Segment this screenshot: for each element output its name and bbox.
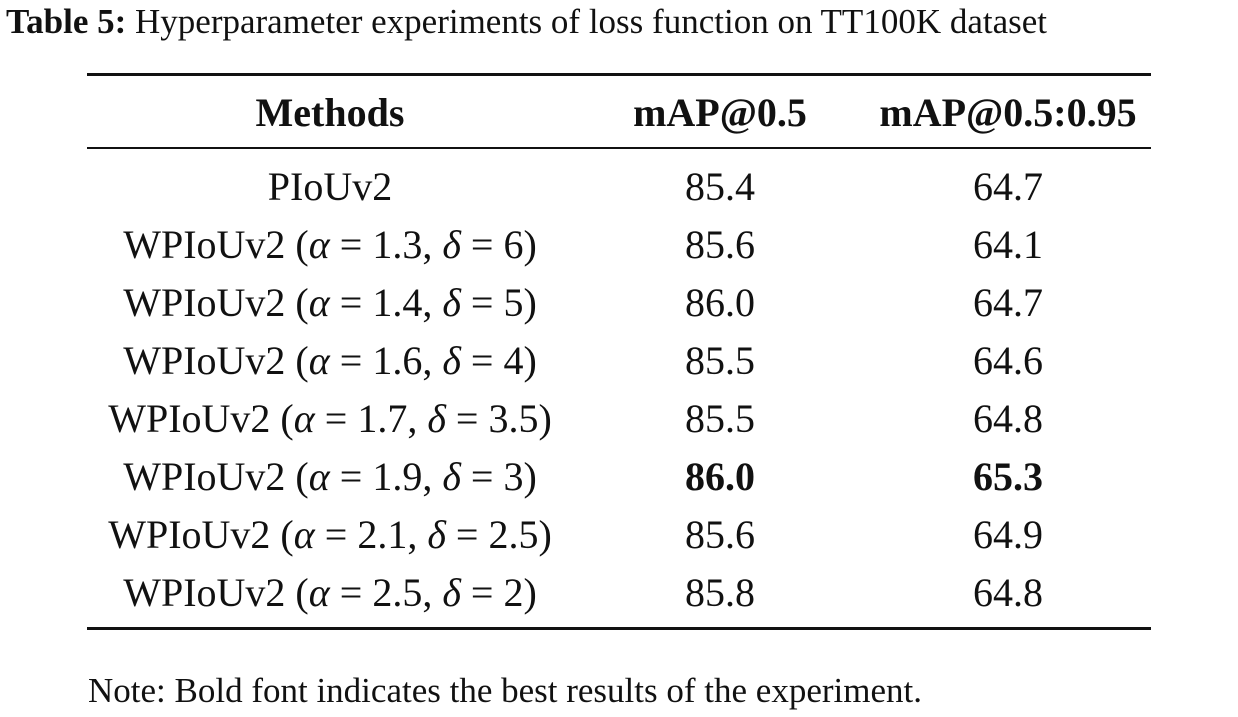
cell-method: WPIoUv2 (α = 1.3, δ = 6)	[123, 222, 537, 267]
cell-method: WPIoUv2 (α = 1.7, δ = 3.5)	[108, 396, 552, 441]
table-caption: Table 5: Hyperparameter experiments of l…	[6, 2, 1047, 42]
cell-map5095: 64.9	[973, 512, 1043, 557]
cell-method: WPIoUv2 (α = 1.6, δ = 4)	[123, 338, 537, 383]
cell-map5095: 64.7	[973, 280, 1043, 325]
cell-map50: 86.0	[685, 454, 755, 499]
table-caption-label: Table 5:	[6, 2, 127, 41]
cell-map5095: 64.8	[973, 396, 1043, 441]
cell-map50: 85.4	[685, 164, 755, 209]
cell-map50: 85.6	[685, 512, 755, 557]
cell-map50: 85.5	[685, 338, 755, 383]
cell-method: WPIoUv2 (α = 2.1, δ = 2.5)	[108, 512, 552, 557]
table-header-rule	[87, 147, 1151, 149]
table-note: Note: Bold font indicates the best resul…	[88, 671, 922, 710]
cell-method: WPIoUv2 (α = 1.9, δ = 3)	[123, 454, 537, 499]
table-caption-text: Hyperparameter experiments of loss funct…	[135, 2, 1048, 41]
header-methods: Methods	[255, 90, 405, 135]
header-map5095: mAP@0.5:0.95	[879, 90, 1137, 135]
table-top-rule	[87, 73, 1151, 76]
cell-method: PIoUv2	[267, 164, 393, 209]
cell-map50: 86.0	[685, 280, 755, 325]
cell-map5095: 64.6	[973, 338, 1043, 383]
cell-map50: 85.5	[685, 396, 755, 441]
cell-map50: 85.6	[685, 222, 755, 267]
cell-method: WPIoUv2 (α = 1.4, δ = 5)	[123, 280, 537, 325]
table-bottom-rule	[87, 627, 1151, 630]
cell-map5095: 64.1	[973, 222, 1043, 267]
cell-method: WPIoUv2 (α = 2.5, δ = 2)	[123, 570, 537, 615]
cell-map5095: 65.3	[973, 454, 1043, 499]
cell-map5095: 64.7	[973, 164, 1043, 209]
cell-map5095: 64.8	[973, 570, 1043, 615]
cell-map50: 85.8	[685, 570, 755, 615]
header-map50: mAP@0.5	[633, 90, 807, 135]
